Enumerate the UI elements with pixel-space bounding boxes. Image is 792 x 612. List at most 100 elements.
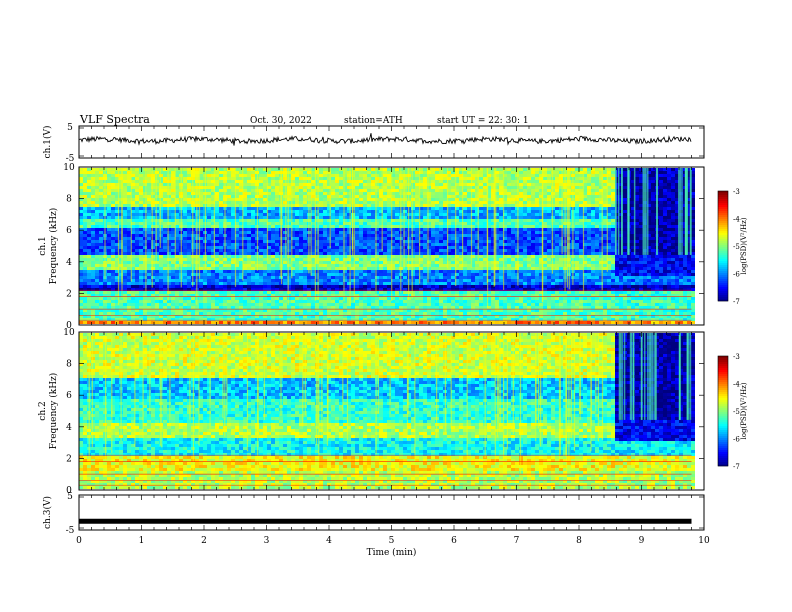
spectrogram-cell	[183, 210, 187, 213]
spectrogram-cell	[135, 321, 139, 324]
spectrogram-cell	[183, 282, 187, 285]
spectrogram-cell	[187, 261, 191, 264]
spectrogram-cell	[219, 210, 223, 213]
spectrogram-cell	[375, 240, 379, 243]
spectrogram-cell	[415, 270, 419, 273]
spectrogram-cell	[151, 186, 155, 189]
spectrogram-cell	[283, 186, 287, 189]
spectrogram-cell	[119, 273, 123, 276]
spectrogram-cell	[435, 201, 439, 204]
spectrogram-cell	[311, 291, 315, 294]
spectrogram-cell	[171, 189, 175, 192]
spectrogram-cell	[215, 285, 219, 288]
spectrogram-cell	[411, 294, 415, 297]
spectrogram-cell	[447, 240, 451, 243]
spectrogram-cell	[127, 249, 131, 252]
spectrogram-cell	[379, 270, 383, 273]
spectrogram-cell	[419, 219, 423, 222]
spectrogram-cell	[299, 192, 303, 195]
spectrogram-cell	[143, 219, 147, 222]
spectrogram-cell	[199, 291, 203, 294]
spectrogram-cell	[79, 198, 83, 201]
spectrogram-cell	[339, 258, 343, 261]
spectrogram-cell	[99, 204, 103, 207]
spectrogram-cell	[171, 264, 175, 267]
spectrogram-cell	[419, 291, 423, 294]
spectrogram-cell	[339, 306, 343, 309]
spectrogram-cell	[403, 213, 407, 216]
spectrogram-cell	[203, 297, 207, 300]
spectrogram-cell	[183, 309, 187, 312]
spectrogram-cell	[95, 171, 99, 174]
spectrogram-cell	[443, 294, 447, 297]
spectrogram-cell	[227, 252, 231, 255]
spectrogram-cell	[131, 234, 135, 237]
spectrogram-cell	[127, 195, 131, 198]
spectrogram-cell	[331, 168, 335, 171]
spectrogram-cell	[183, 285, 187, 288]
spectrogram-cell	[219, 183, 223, 186]
spectrogram-cell	[323, 303, 327, 306]
spectrogram-cell	[139, 267, 143, 270]
spectrogram-cell	[83, 219, 87, 222]
spectrogram-cell	[291, 297, 295, 300]
spectrogram-cell	[247, 222, 251, 225]
spectrogram-cell	[143, 168, 147, 171]
spectrogram-cell	[307, 315, 311, 318]
spectrogram-cell	[371, 240, 375, 243]
spectrogram-cell	[287, 207, 291, 210]
spectrogram-cell	[231, 210, 235, 213]
spectrogram-cell	[315, 174, 319, 177]
spectrogram-cell	[339, 288, 343, 291]
spectrogram-cell	[231, 315, 235, 318]
spectrogram-cell	[203, 276, 207, 279]
spectrogram-cell	[311, 270, 315, 273]
spectrogram-cell	[175, 276, 179, 279]
spectrogram-cell	[395, 222, 399, 225]
spectrogram-cell	[187, 225, 191, 228]
spectrogram-cell	[203, 273, 207, 276]
spectrogram-cell	[99, 321, 103, 324]
spectrogram-cell	[283, 237, 287, 240]
spectrogram-cell	[363, 309, 367, 312]
spectrogram-cell	[339, 198, 343, 201]
spectrogram-cell	[347, 270, 351, 273]
spectrogram-cell	[319, 273, 323, 276]
spectrogram-cell	[123, 267, 127, 270]
spectrogram-cell	[371, 285, 375, 288]
spectrogram-cell	[163, 246, 167, 249]
spectrogram-cell	[199, 285, 203, 288]
spectrogram-cell	[171, 258, 175, 261]
spectrogram-cell	[443, 180, 447, 183]
spectrogram-cell	[111, 219, 115, 222]
spectrogram-cell	[327, 207, 331, 210]
spectrogram-cell	[259, 255, 263, 258]
spectrogram-cell	[243, 204, 247, 207]
spectrogram-cell	[115, 267, 119, 270]
spectrogram-cell	[83, 321, 87, 324]
spectrogram-cell	[131, 210, 135, 213]
spectrogram-cell	[375, 267, 379, 270]
spectrogram-cell	[83, 309, 87, 312]
spectrogram-cell	[123, 240, 127, 243]
spectrogram-cell	[415, 198, 419, 201]
spectrogram-cell	[295, 306, 299, 309]
spectrogram-cell	[427, 177, 431, 180]
spectrogram-cell	[319, 210, 323, 213]
spectrogram-cell	[111, 270, 115, 273]
spectrogram-cell	[259, 276, 263, 279]
spectrogram-cell	[347, 267, 351, 270]
spectrogram-cell	[155, 207, 159, 210]
spectrogram-cell	[231, 294, 235, 297]
spectrogram-cell	[267, 189, 271, 192]
spectrogram-cell	[79, 219, 83, 222]
spectrogram-cell	[251, 216, 255, 219]
spectrogram-cell	[111, 177, 115, 180]
spectrogram-cell	[263, 255, 267, 258]
spectrogram-cell	[79, 282, 83, 285]
spectrogram-cell	[203, 300, 207, 303]
spectrogram-cell	[427, 240, 431, 243]
spectrogram-cell	[151, 219, 155, 222]
spectrogram-cell	[175, 222, 179, 225]
spectrogram-cell	[387, 288, 391, 291]
